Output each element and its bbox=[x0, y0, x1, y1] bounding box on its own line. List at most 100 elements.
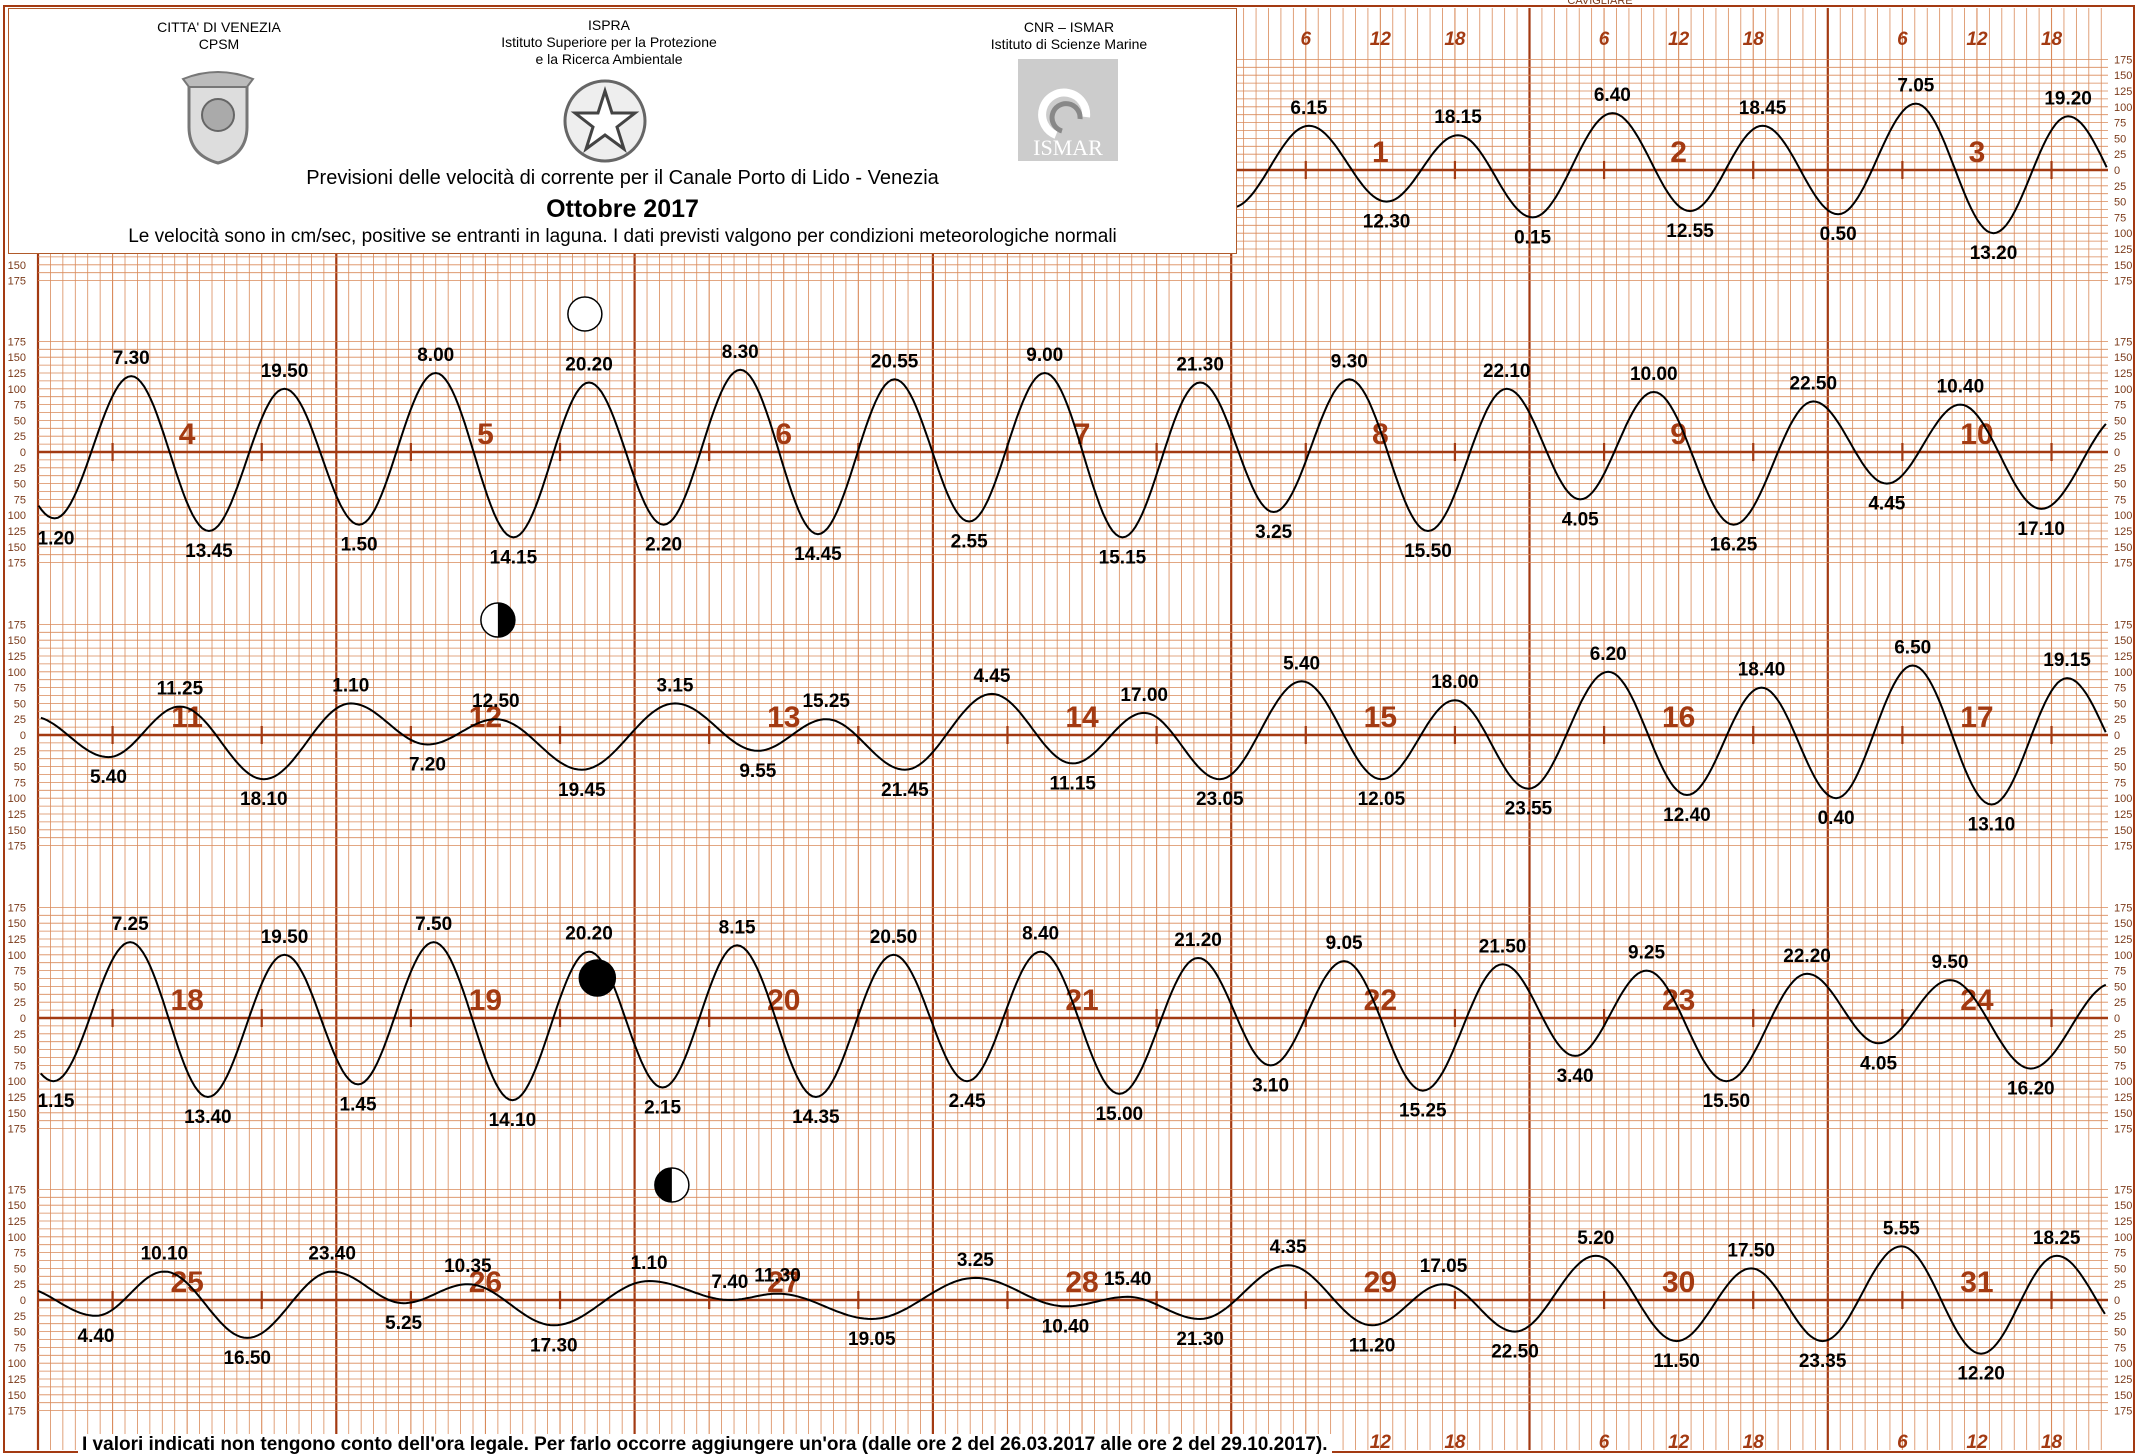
extremum-label: 4.45 bbox=[973, 666, 1010, 687]
extremum-label: 2.15 bbox=[644, 1098, 681, 1119]
y-tick-label-right: 75 bbox=[2114, 118, 2126, 130]
y-tick-label-left: 175 bbox=[8, 619, 26, 631]
extremum-label: 19.20 bbox=[2044, 88, 2092, 109]
extremum-label: 23.05 bbox=[1196, 789, 1244, 810]
y-tick-label-left: 0 bbox=[20, 1013, 26, 1025]
y-tick-label-right: 150 bbox=[2114, 635, 2132, 647]
extremum-label: 18.00 bbox=[1431, 672, 1479, 693]
extremum-label: 5.55 bbox=[1883, 1218, 1920, 1239]
hour-label: 12 bbox=[1668, 1432, 1690, 1453]
extremum-label: 11.15 bbox=[1049, 773, 1096, 794]
extremum-label: 22.10 bbox=[1483, 361, 1531, 382]
y-tick-label-left: 100 bbox=[8, 1076, 26, 1088]
day-number-label: 21 bbox=[1065, 984, 1098, 1017]
extremum-label: 7.30 bbox=[113, 348, 150, 369]
extremum-label: 11.50 bbox=[1653, 1351, 1700, 1372]
extremum-label: 15.15 bbox=[1099, 547, 1147, 568]
day-number-label: 20 bbox=[767, 984, 800, 1017]
extremum-label: 19.45 bbox=[558, 780, 606, 801]
current-curve bbox=[39, 941, 2107, 1102]
current-curve bbox=[40, 664, 2107, 806]
extremum-label: 20.20 bbox=[565, 354, 613, 375]
y-tick-label-right: 0 bbox=[2114, 1295, 2120, 1307]
hour-label: 12 bbox=[1966, 29, 1988, 50]
y-tick-label-right: 150 bbox=[2114, 1108, 2132, 1120]
y-tick-label-left: 175 bbox=[8, 276, 26, 288]
extremum-label: 8.40 bbox=[1022, 924, 1059, 945]
extremum-label: 22.20 bbox=[1783, 946, 1831, 967]
y-tick-label-left: 150 bbox=[8, 918, 26, 930]
day-number-label: 17 bbox=[1960, 701, 1993, 734]
institution-venezia-sub: CPSM bbox=[198, 36, 240, 52]
y-tick-label-right: 100 bbox=[2114, 228, 2132, 240]
extremum-label: 1.20 bbox=[38, 528, 75, 549]
hour-label: 6 bbox=[1599, 1432, 1610, 1453]
extremum-label: 6.40 bbox=[1594, 85, 1631, 106]
extremum-label: 12.40 bbox=[1663, 805, 1711, 826]
y-tick-label-right: 150 bbox=[2114, 918, 2132, 930]
extremum-label: 15.25 bbox=[802, 691, 850, 712]
venezia-crest-icon bbox=[181, 71, 255, 165]
y-tick-label-right: 100 bbox=[2114, 667, 2132, 679]
y-tick-label-left: 25 bbox=[14, 997, 26, 1009]
extremum-label: 10.40 bbox=[1042, 1316, 1090, 1337]
extremum-label: 7.50 bbox=[415, 914, 452, 935]
hour-label: 18 bbox=[1444, 29, 1466, 50]
y-tick-label-right: 175 bbox=[2114, 276, 2132, 288]
y-tick-label-left: 75 bbox=[14, 1248, 26, 1260]
day-number-label: 28 bbox=[1065, 1266, 1098, 1299]
extremum-label: 18.15 bbox=[1434, 107, 1482, 128]
y-tick-label-left: 0 bbox=[20, 1295, 26, 1307]
y-tick-label-left: 50 bbox=[14, 1263, 26, 1275]
y-tick-label-right: 50 bbox=[2114, 1263, 2126, 1275]
day-number-label: 19 bbox=[469, 984, 502, 1017]
extremum-label: 13.20 bbox=[1970, 243, 2018, 264]
y-tick-label-right: 125 bbox=[2114, 526, 2132, 538]
hour-label: 6 bbox=[1897, 29, 1908, 50]
y-tick-label-left: 50 bbox=[14, 479, 26, 491]
extremum-label: 4.45 bbox=[1868, 494, 1905, 515]
extremum-label: 20.20 bbox=[565, 924, 613, 945]
extremum-label: 1.10 bbox=[631, 1253, 668, 1274]
day-number-label: 10 bbox=[1960, 418, 1993, 451]
y-tick-label-right: 125 bbox=[2114, 86, 2132, 98]
extremum-label: 16.50 bbox=[223, 1348, 271, 1369]
extremum-label: 19.50 bbox=[261, 361, 309, 382]
extremum-label: 20.50 bbox=[870, 927, 918, 948]
y-tick-label-right: 150 bbox=[2114, 352, 2132, 364]
hour-label: 6 bbox=[1300, 29, 1311, 50]
first-quarter-moon-half bbox=[654, 1168, 672, 1202]
institution-ispra-name: ISPRA bbox=[587, 17, 630, 33]
extremum-label: 7.20 bbox=[409, 754, 446, 775]
institution-ismar-sub: Istituto di Scienze Marine bbox=[990, 36, 1148, 52]
extremum-label: 0.15 bbox=[1514, 227, 1551, 248]
extremum-label: 17.50 bbox=[1727, 1240, 1775, 1261]
extremum-label: 18.40 bbox=[1738, 660, 1786, 681]
y-tick-label-right: 75 bbox=[2114, 966, 2126, 978]
extremum-label: 15.50 bbox=[1703, 1091, 1751, 1112]
hour-label: 6 bbox=[1599, 29, 1610, 50]
extremum-label: 3.25 bbox=[1255, 522, 1292, 543]
extremum-label: 10.10 bbox=[141, 1244, 189, 1265]
footer-note: I valori indicati non tengono conto dell… bbox=[78, 1434, 1332, 1455]
hour-label: 12 bbox=[1966, 1432, 1988, 1453]
y-tick-label-right: 175 bbox=[2114, 558, 2132, 570]
y-tick-label-right: 100 bbox=[2114, 1358, 2132, 1370]
y-tick-label-right: 75 bbox=[2114, 212, 2126, 224]
y-tick-label-left: 175 bbox=[8, 336, 26, 348]
day-number-label: 13 bbox=[767, 701, 800, 734]
y-tick-label-right: 150 bbox=[2114, 542, 2132, 554]
y-tick-label-left: 25 bbox=[14, 463, 26, 475]
y-tick-label-right: 75 bbox=[2114, 683, 2126, 695]
header-panel: CITTA' DI VENEZIA CPSM ISPRA Istituto Su… bbox=[8, 8, 1237, 254]
extremum-label: 12.55 bbox=[1666, 221, 1714, 242]
extremum-label: 9.55 bbox=[739, 761, 776, 782]
ismar-logo-text: ISMAR bbox=[1033, 135, 1103, 160]
extremum-label: 15.25 bbox=[1399, 1101, 1447, 1122]
y-tick-label-left: 25 bbox=[14, 746, 26, 758]
y-tick-label-left: 125 bbox=[8, 809, 26, 821]
y-tick-label-left: 25 bbox=[14, 714, 26, 726]
extremum-label: 15.00 bbox=[1096, 1104, 1144, 1125]
y-tick-label-left: 75 bbox=[14, 494, 26, 506]
extremum-label: 1.15 bbox=[38, 1091, 75, 1112]
